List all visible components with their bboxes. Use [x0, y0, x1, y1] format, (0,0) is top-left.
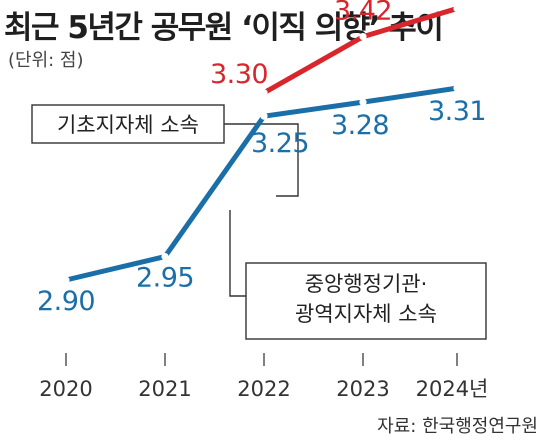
data-point-basic-local — [453, 4, 461, 13]
data-point-basic-local — [260, 89, 268, 97]
legend-label-basic-local: 기초지자체 소속 — [57, 113, 199, 137]
x-axis-ticks — [65, 353, 458, 366]
callout-box-central-metro — [245, 262, 487, 340]
data-point-basic-local — [359, 33, 367, 41]
x-tick-label: 2021 — [138, 377, 191, 401]
x-axis-labels: 2020 2021 2022 2023 2024년 — [39, 377, 488, 401]
data-point-central-metro — [62, 276, 70, 284]
chart-title: 최근 5년간 공무원 ‘이직 의향’ 추이 — [4, 10, 444, 46]
data-label-central-metro: 3.31 — [428, 96, 486, 127]
data-point-central-metro — [161, 253, 169, 261]
data-label-central-metro: 2.90 — [37, 286, 95, 317]
data-label-central-metro: 3.28 — [331, 110, 389, 141]
source-note: 자료: 한국행정연구원 — [377, 416, 538, 437]
legend-label-central-metro-line: 중앙행정기관· — [305, 272, 428, 296]
series-points — [62, 4, 461, 284]
callout-leader-central-metro — [229, 210, 246, 297]
unit-label: (단위: 점) — [8, 50, 84, 71]
x-tick-label: 2024년 — [416, 377, 489, 401]
data-label-basic-local: 3.30 — [210, 59, 268, 90]
data-point-central-metro — [453, 84, 461, 92]
data-label-central-metro: 2.95 — [136, 263, 194, 294]
legend-label-central-metro-line: 광역지자체 소속 — [295, 302, 437, 326]
data-label-basic-local: 3.42 — [334, 0, 392, 27]
x-tick-label: 2022 — [237, 377, 290, 401]
data-point-central-metro — [359, 98, 367, 106]
data-labels: 3.303.423.482.902.953.253.283.31 — [37, 0, 487, 317]
data-point-central-metro — [260, 112, 268, 120]
data-label-central-metro: 3.25 — [251, 128, 309, 159]
callout-box-basic-local — [31, 104, 225, 144]
x-tick-label: 2023 — [336, 377, 389, 401]
x-tick-label: 2020 — [39, 377, 92, 401]
